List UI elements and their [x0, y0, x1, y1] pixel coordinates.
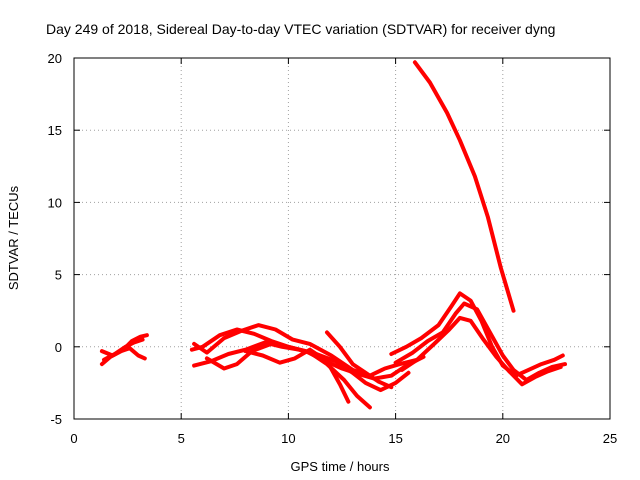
chart-title: Day 249 of 2018, Sidereal Day-to-day VTE… — [46, 21, 555, 37]
x-tick-label: 5 — [178, 431, 185, 446]
y-axis-label: SDTVAR / TECUs — [6, 185, 21, 290]
series-line-track-13 — [412, 60, 516, 313]
series-line-track-4 — [192, 323, 419, 378]
series-line-track-3 — [102, 337, 145, 362]
series-line-track-8 — [243, 347, 351, 404]
series-line-track-7 — [204, 341, 372, 410]
plot-area — [99, 60, 567, 410]
axis-ticks: 0 5 10 15 20 25 -5 0 5 10 15 20 — [48, 51, 618, 446]
x-tick-label: 25 — [603, 431, 617, 446]
x-tick-label: 0 — [70, 431, 77, 446]
y-tick-label: 15 — [48, 123, 62, 138]
x-axis-label: GPS time / hours — [291, 459, 390, 474]
y-tick-label: 5 — [55, 268, 62, 283]
y-tick-label: 20 — [48, 51, 62, 66]
series-line-track-12 — [400, 315, 563, 387]
y-tick-label: 10 — [48, 195, 62, 210]
y-tick-label: 0 — [55, 340, 62, 355]
x-tick-label: 15 — [388, 431, 402, 446]
x-tick-label: 20 — [496, 431, 510, 446]
plot-frame — [73, 57, 611, 420]
x-tick-label: 10 — [281, 431, 295, 446]
y-tick-label: -5 — [50, 412, 62, 427]
series-line-track-9 — [325, 330, 394, 390]
